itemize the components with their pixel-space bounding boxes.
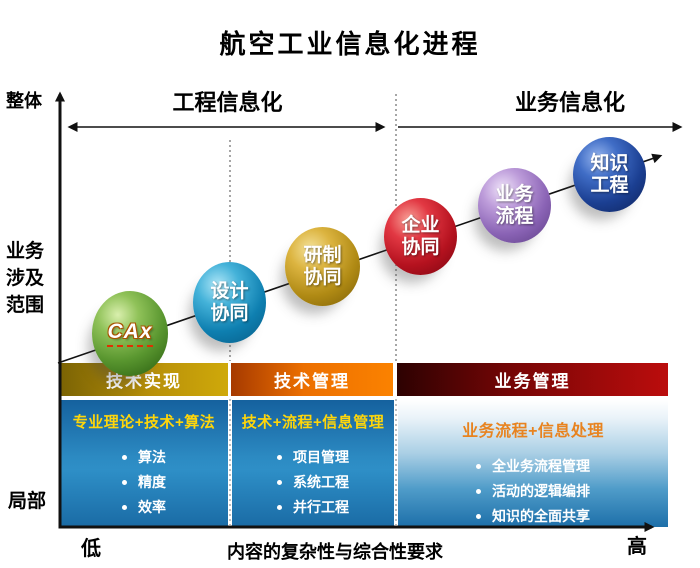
bullet-item: 算法 [122, 445, 166, 470]
sphere-development-collaboration: 研制 协同 [285, 227, 360, 306]
bar-technology-management: 技术管理 [231, 363, 393, 396]
sphere-label-line1: 业务 [495, 183, 534, 205]
x-axis-label-low: 低 [81, 538, 101, 560]
panel-bullet-list: 项目管理 系统工程 并行工程 [277, 445, 349, 520]
panel-technology-implementation: 专业理论+技术+算法 算法 精度 效率 [60, 400, 228, 527]
y-axis-title-business-scope: 业务 涉及 范围 [6, 238, 58, 319]
panel-heading: 专业理论+技术+算法 [72, 414, 216, 431]
panel-bullet-list: 全业务流程管理 活动的逻辑编排 知识的全面共享 [476, 454, 590, 529]
sphere-label-line1: 设计 [210, 280, 249, 302]
sphere-label: CAx [107, 320, 153, 347]
sphere-label-line2: 协同 [210, 302, 249, 324]
sphere-cax: CAx [92, 291, 168, 376]
sphere-label-line1: 企业 [401, 214, 440, 236]
bullet-item: 项目管理 [277, 445, 349, 470]
sphere-label-line2: 协同 [303, 266, 342, 288]
y-axis-title-line3: 范围 [6, 295, 45, 316]
bullet-item: 系统工程 [277, 470, 349, 495]
sphere-label-line2: 工程 [590, 174, 629, 196]
section-header-engineering-informatization: 工程信息化 [172, 90, 283, 115]
bullet-item: 效率 [122, 495, 166, 520]
sphere-label-line1: 知识 [590, 152, 629, 174]
diagram-title: 航空工业信息化进程 [219, 29, 481, 59]
panel-bullet-list: 算法 精度 效率 [122, 445, 166, 520]
x-axis-title: 内容的复杂性与综合性要求 [227, 542, 443, 562]
bullet-item: 活动的逻辑编排 [476, 479, 590, 504]
bullet-item: 全业务流程管理 [476, 454, 590, 479]
bullet-item: 知识的全面共享 [476, 504, 590, 529]
bullet-item: 精度 [122, 470, 166, 495]
y-axis-title-line1: 业务 [6, 241, 45, 262]
sphere-business-process: 业务 流程 [478, 168, 551, 243]
panel-heading: 技术+流程+信息管理 [241, 414, 385, 431]
sphere-design-collaboration: 设计 协同 [193, 262, 266, 343]
y-axis-title-line2: 涉及 [6, 268, 45, 289]
sphere-enterprise-collaboration: 企业 协同 [384, 198, 457, 275]
panel-technology-management: 技术+流程+信息管理 项目管理 系统工程 并行工程 [232, 400, 394, 527]
sphere-knowledge-engineering: 知识 工程 [573, 137, 646, 212]
bullet-item: 并行工程 [277, 495, 349, 520]
y-axis-label-local: 局部 [8, 491, 47, 512]
sphere-label-line2: 协同 [401, 236, 440, 258]
section-header-business-informatization: 业务信息化 [514, 90, 625, 115]
x-axis-label-high: 高 [627, 536, 647, 558]
bar-business-management: 业务管理 [397, 363, 668, 396]
panel-heading: 业务流程+信息处理 [462, 423, 604, 440]
panel-business-management: 业务流程+信息处理 全业务流程管理 活动的逻辑编排 知识的全面共享 [398, 400, 668, 527]
sphere-label-line1: 研制 [303, 244, 342, 266]
y-axis-label-whole: 整体 [6, 91, 42, 111]
sphere-label-line2: 流程 [495, 205, 534, 227]
